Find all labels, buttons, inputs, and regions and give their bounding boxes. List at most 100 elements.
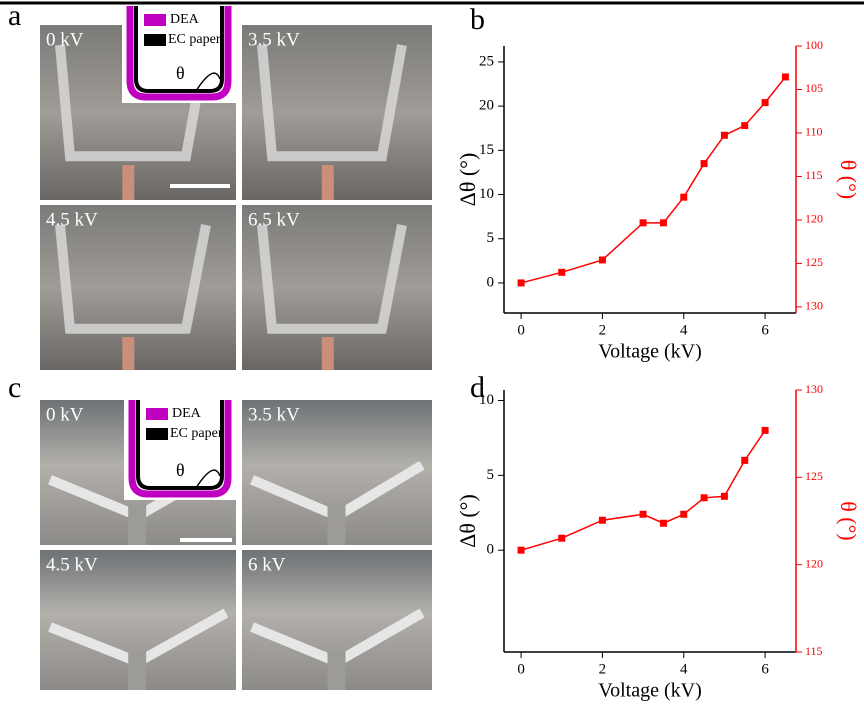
photo-label: 6.5 kV — [248, 209, 300, 230]
data-point — [659, 519, 667, 527]
legend-swatch — [144, 34, 166, 46]
angle-arc — [195, 72, 221, 92]
y-tick-label: 10 — [479, 186, 494, 202]
data-point — [517, 546, 525, 554]
y2-tick-label: 115 — [805, 644, 823, 658]
y-tick-label: 25 — [479, 53, 494, 69]
device — [55, 224, 211, 334]
photo-label: 3.5 kV — [248, 29, 300, 50]
y2-tick-label: 120 — [805, 212, 823, 226]
inset-dea — [126, 6, 232, 101]
data-point — [680, 510, 688, 518]
y2-tick-label: 115 — [805, 168, 823, 182]
panel-label: b — [470, 3, 485, 36]
y-tick-label: 5 — [487, 230, 495, 246]
legend-text: EC paper — [168, 32, 221, 47]
inset — [124, 400, 236, 500]
x-tick-label: 0 — [517, 661, 525, 677]
legend-text: DEA — [172, 406, 202, 421]
angle-arc — [195, 469, 221, 489]
data-point — [781, 73, 789, 81]
x-tick-label: 6 — [761, 661, 769, 677]
y2-axis-title: θ (°) — [836, 160, 861, 200]
x-tick-label: 4 — [680, 661, 688, 677]
x-tick-label: 6 — [761, 322, 769, 338]
y2-tick-label: 100 — [805, 38, 823, 52]
y-tick-label: 20 — [479, 98, 494, 114]
y2-tick-label: 120 — [805, 556, 823, 570]
data-line — [520, 430, 766, 551]
photo-label: 6 kV — [248, 554, 286, 575]
data-point — [639, 219, 647, 227]
x-tick-label: 0 — [517, 322, 525, 338]
photo-panels: a 0 kV 3.5 kV 4.5 kV 6.5 kV DEA EC paper θ c 0 kV… — [8, 0, 432, 690]
legend-swatch — [144, 14, 166, 26]
device — [257, 224, 407, 334]
data-point — [700, 160, 708, 168]
y2-tick-label: 125 — [805, 469, 823, 483]
data-point — [761, 426, 769, 434]
y2-tick-label: 105 — [805, 81, 823, 95]
data-point — [558, 268, 566, 276]
wire — [321, 165, 334, 200]
panel-label: a — [8, 0, 21, 32]
angle-symbol: θ — [176, 63, 185, 83]
data-point — [680, 193, 688, 201]
photo-label: 4.5 kV — [46, 209, 98, 230]
legend-text: EC paper — [170, 426, 223, 441]
data-point — [639, 510, 647, 518]
y-axis-title: Δθ (°) — [455, 494, 480, 548]
angle-symbol: θ — [176, 460, 185, 480]
x-tick-label: 2 — [599, 322, 607, 338]
data-point — [558, 534, 566, 542]
legend-text: DEA — [170, 12, 200, 27]
inset-paper — [134, 6, 224, 93]
y-axis-title: Δθ (°) — [455, 153, 480, 207]
data-point — [700, 494, 708, 502]
inset-paper — [136, 400, 224, 490]
data-point — [741, 456, 749, 464]
wire — [321, 337, 334, 370]
data-point — [517, 279, 525, 287]
data-line — [520, 76, 787, 284]
photo-label: 0 kV — [46, 29, 84, 50]
wire — [122, 337, 135, 370]
y2-tick-label: 130 — [805, 382, 823, 396]
wire — [122, 165, 135, 200]
y2-tick-label: 130 — [805, 299, 823, 313]
photo-label: 0 kV — [46, 404, 84, 425]
y-tick-label: 5 — [487, 467, 495, 483]
y2-tick-label: 125 — [805, 255, 823, 269]
y-tick-label: 15 — [479, 142, 494, 158]
data-point — [598, 516, 606, 524]
x-tick-label: 2 — [599, 661, 607, 677]
inset — [122, 6, 236, 103]
post — [327, 504, 346, 545]
y-tick-label: 10 — [479, 392, 494, 408]
x-axis-title: Voltage (kV) — [598, 680, 702, 702]
x-tick-label: 4 — [680, 322, 688, 338]
legend-swatch — [146, 408, 168, 420]
data-point — [659, 219, 667, 227]
data-point — [761, 99, 769, 107]
y-tick-label: 0 — [487, 542, 495, 558]
panel-label: c — [8, 371, 21, 404]
panel-label: d — [470, 371, 485, 404]
x-axis-title: Voltage (kV) — [598, 341, 702, 363]
data-point — [598, 256, 606, 264]
post — [327, 650, 346, 690]
photo-label: 4.5 kV — [46, 554, 98, 575]
y-tick-label: 0 — [487, 274, 495, 290]
data-point — [720, 131, 728, 139]
post — [128, 504, 147, 545]
legend-swatch — [146, 428, 168, 440]
inset-dea — [128, 400, 232, 498]
data-point — [741, 122, 749, 130]
device — [257, 44, 407, 162]
data-point — [720, 492, 728, 500]
y2-axis-title: θ (°) — [836, 501, 861, 541]
post — [128, 650, 147, 690]
photo-label: 3.5 kV — [248, 404, 300, 425]
y2-tick-label: 110 — [805, 125, 823, 139]
